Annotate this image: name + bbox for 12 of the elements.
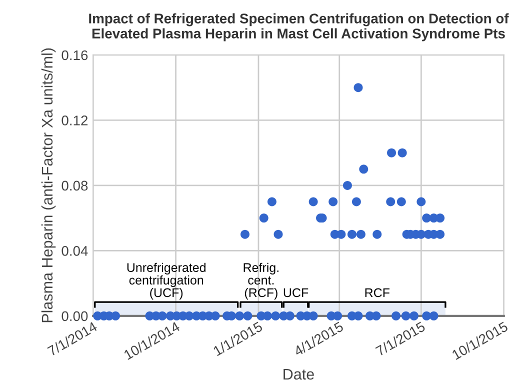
band-label: Unrefrigerated centrifugation (UCF) xyxy=(127,262,206,300)
y-tick-label: 0.16 xyxy=(62,50,88,60)
y-tick-label: 0.00 xyxy=(62,311,88,322)
x-axis-title: Date xyxy=(284,368,314,380)
band-label: RCF xyxy=(365,288,390,298)
y-tick-label: 0.08 xyxy=(62,180,88,191)
y-tick-label: 0.04 xyxy=(62,246,88,256)
y-axis-title: Plasma Heparin (anti-Factor Xa units/ml) xyxy=(41,48,56,322)
y-tick-label: 0.12 xyxy=(62,116,88,126)
chart-title: Impact of Refrigerated Specimen Centrifugation on Detection of Elevated Plasma Heparin in Mast Cell Activation Syndrome Pts xyxy=(89,13,509,42)
band-label: Refrig. cent. (RCF) xyxy=(244,262,278,300)
band-label: UCF xyxy=(284,288,308,298)
